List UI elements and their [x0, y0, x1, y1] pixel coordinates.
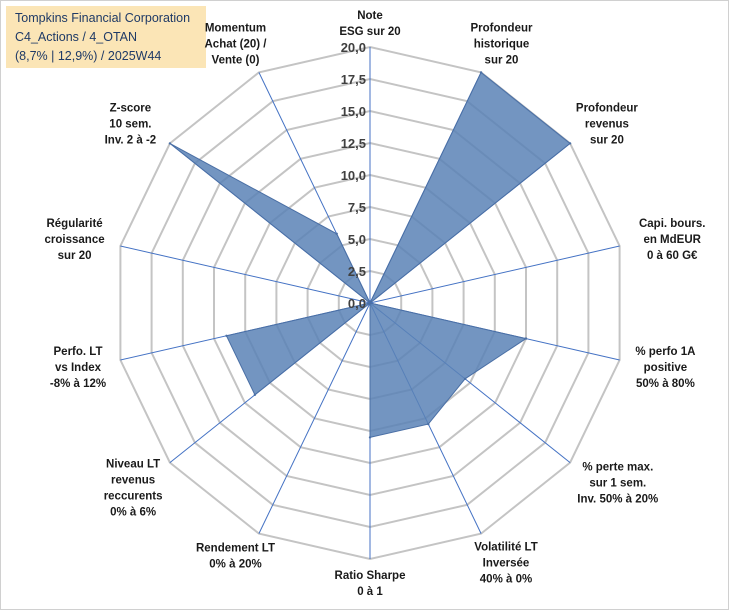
data-point: [368, 301, 372, 305]
axis-label: Note ESG sur 20: [339, 10, 400, 38]
axis-label: Capi. bours. en MdEUR 0 à 60 G€: [639, 218, 705, 262]
axis-label-line: Z-score: [110, 102, 152, 114]
axis-label-line: Régularité: [46, 218, 102, 230]
data-point: [335, 232, 338, 235]
axis-label-line: Momentum: [205, 23, 266, 35]
axis-label: Z-score 10 sem. Inv. 2 à -2: [105, 102, 157, 146]
axis-spoke: [120, 245, 371, 304]
axis-label: Profondeur revenus sur 20: [576, 102, 638, 146]
axis-label: Régularité croissance sur 20: [45, 218, 105, 262]
axis-label-line: sur 1 sem.: [589, 478, 646, 490]
axis-label-line: 0% à 20%: [209, 558, 261, 570]
axis-label-line: croissance: [45, 234, 105, 246]
axis-label-line: en MdEUR: [643, 234, 701, 246]
axis-label-line: % perfo 1A: [635, 346, 695, 358]
axis-label-line: reccurents: [104, 491, 163, 503]
axis-label-line: 0 à 1: [357, 586, 383, 598]
axis-label-line: Profondeur: [576, 102, 638, 114]
axis-label-line: ESG sur 20: [339, 26, 400, 38]
data-point: [427, 422, 430, 426]
axis-label-line: % perte max.: [582, 462, 653, 474]
axis-label-line: Vente (0): [212, 55, 260, 67]
axis-label-line: sur 20: [485, 55, 519, 67]
axis-label-line: revenus: [111, 475, 155, 487]
axis-label: Volatilité LT Inversée 40% à 0%: [474, 542, 537, 586]
axis-label-line: Inv. 2 à -2: [105, 134, 157, 146]
radial-tick-label: 10,0: [341, 168, 366, 183]
axis-label-line: Note: [357, 10, 383, 22]
axis-label-line: Rendement LT: [196, 542, 275, 554]
axis-label: Niveau LT revenus reccurents 0% à 6%: [104, 459, 163, 519]
axis-label-line: Capi. bours.: [639, 218, 705, 230]
radial-tick-label: 7,5: [348, 200, 366, 215]
data-point: [524, 337, 528, 340]
data-point: [368, 436, 372, 439]
axis-label-line: 40% à 0%: [480, 574, 532, 586]
radial-tick-label: 12,5: [341, 136, 366, 151]
company-name: Tompkins Financial Corporation: [15, 11, 191, 25]
radial-tick-label: 15,0: [341, 104, 366, 119]
axis-spoke: [258, 302, 371, 534]
axis-label: Rendement LT 0% à 20%: [196, 542, 275, 570]
radial-tick-label: 20,0: [341, 40, 366, 55]
axis-label-line: 10 sem.: [109, 118, 151, 130]
data-point: [568, 142, 572, 145]
axis-label-line: Achat (20) /: [205, 39, 268, 51]
data-point: [463, 377, 467, 380]
axis-label-line: Ratio Sharpe: [335, 570, 406, 582]
radial-tick-label: 17,5: [341, 72, 366, 87]
axis-label-line: 50% à 80%: [636, 378, 695, 390]
axis-label-line: sur 20: [58, 250, 92, 262]
performance-period: (8,7% | 12,9%) / 2025W44: [15, 49, 162, 63]
radial-tick-label: 5,0: [348, 232, 366, 247]
axis-label-line: Perfo. LT: [54, 346, 103, 358]
axis-label-line: Inversée: [483, 558, 530, 570]
axis-label-line: positive: [644, 362, 687, 374]
axis-label-line: Volatilité LT: [474, 542, 537, 554]
data-point: [168, 142, 172, 145]
axis-label-line: -8% à 12%: [50, 378, 106, 390]
data-point: [479, 71, 483, 74]
axis-label-line: historique: [474, 39, 530, 51]
axis-label: Profondeur historique sur 20: [471, 23, 533, 67]
data-point: [225, 334, 228, 337]
axis-label-line: vs Index: [55, 362, 102, 374]
radial-tick-label: 0,0: [348, 296, 366, 311]
axis-label: % perte max. sur 1 sem. Inv. 50% à 20%: [577, 462, 658, 506]
axis-label: Momentum Achat (20) / Vente (0): [205, 23, 268, 67]
axis-label: Perfo. LT vs Index -8% à 12%: [50, 346, 106, 390]
axis-label-line: sur 20: [590, 134, 624, 146]
axis-label-line: Niveau LT: [106, 459, 160, 471]
axis-label-line: Inv. 50% à 20%: [577, 494, 658, 506]
radial-tick-label: 2,5: [348, 264, 366, 279]
axis-label-line: Profondeur: [471, 23, 533, 35]
axis-label-line: 0% à 6%: [110, 507, 156, 519]
data-point: [253, 393, 257, 396]
axis-label-line: revenus: [585, 118, 629, 130]
axis-spoke: [369, 245, 620, 304]
axis-label: % perfo 1A positive 50% à 80%: [635, 346, 695, 390]
portfolio-label: C4_Actions / 4_OTAN: [15, 30, 138, 44]
axis-label: Ratio Sharpe 0 à 1: [335, 570, 406, 598]
chart-title-box: Tompkins Financial Corporation C4_Action…: [6, 6, 206, 68]
axis-label-line: 0 à 60 G€: [647, 250, 698, 262]
